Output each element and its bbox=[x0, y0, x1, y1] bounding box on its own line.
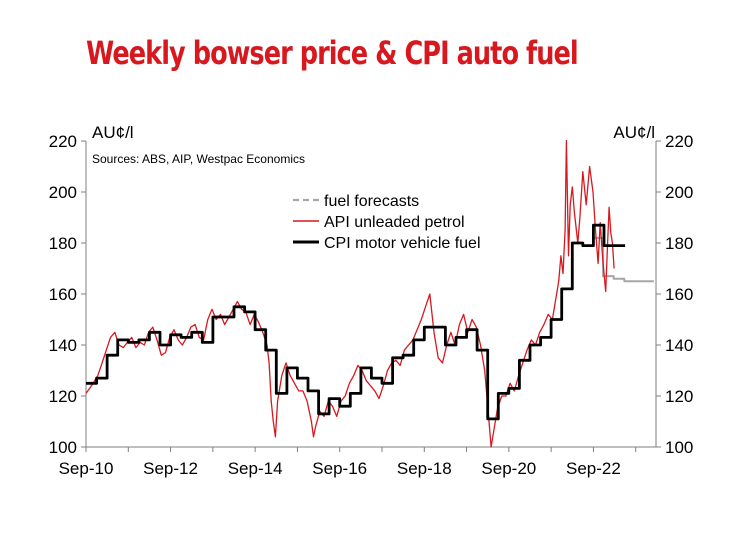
legend: fuel forecasts API unleaded petrol CPI mot… bbox=[293, 193, 481, 252]
right-y-tick-label: 160 bbox=[665, 285, 693, 304]
x-tick-label: Sep-14 bbox=[228, 459, 283, 478]
left-y-tick-label: 100 bbox=[49, 438, 77, 457]
right-y-tick-label: 200 bbox=[665, 183, 693, 202]
left-y-tick-label: 160 bbox=[49, 285, 77, 304]
x-tick-label: Sep-22 bbox=[566, 459, 621, 478]
series-line-api-unleaded-petrol bbox=[85, 139, 615, 448]
right-unit-label: AU¢/l bbox=[613, 123, 655, 142]
right-y-tick-label: 100 bbox=[665, 438, 693, 457]
left-unit-label: AU¢/l bbox=[92, 123, 134, 142]
right-y-tick-label: 140 bbox=[665, 336, 693, 355]
legend-label-api-unleaded-petrol: API unleaded petrol bbox=[324, 214, 465, 231]
chart-title: Weekly bowser price & CPI auto fuel bbox=[86, 34, 579, 72]
x-tick-label: Sep-10 bbox=[59, 459, 114, 478]
x-tick-label: Sep-16 bbox=[312, 459, 367, 478]
right-y-tick-label: 120 bbox=[665, 387, 693, 406]
legend-label-cpi-motor-vehicle-fuel: CPI motor vehicle fuel bbox=[324, 235, 481, 252]
source-note: Sources: ABS, AIP, Westpac Economics bbox=[92, 152, 305, 166]
right-y-tick-label: 220 bbox=[665, 132, 693, 151]
left-y-tick-label: 200 bbox=[49, 183, 77, 202]
left-y-tick-label: 180 bbox=[49, 234, 77, 253]
left-y-tick-label: 140 bbox=[49, 336, 77, 355]
legend-label-fuel-forecasts: fuel forecasts bbox=[324, 193, 419, 210]
left-y-tick-label: 120 bbox=[49, 387, 77, 406]
series-line-cpi-motor-vehicle-fuel bbox=[86, 223, 626, 421]
x-tick-label: Sep-12 bbox=[143, 459, 198, 478]
x-tick-label: Sep-18 bbox=[397, 459, 452, 478]
left-y-tick-label: 220 bbox=[49, 132, 77, 151]
right-y-tick-label: 180 bbox=[665, 234, 693, 253]
series-layer bbox=[85, 139, 654, 448]
series-line-fuel-forecasts bbox=[593, 236, 654, 283]
x-tick-label: Sep-20 bbox=[481, 459, 536, 478]
axes: 100 100 120 120 140 140 160 160 180 180 200 200 220 2… bbox=[49, 132, 694, 478]
